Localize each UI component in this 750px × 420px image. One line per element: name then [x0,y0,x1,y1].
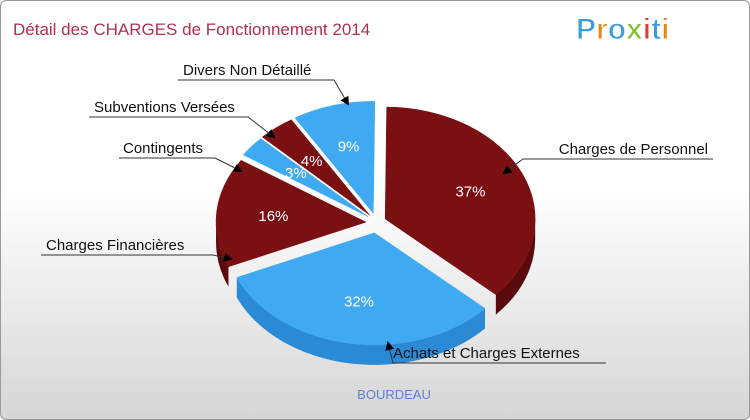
brand-letter: x [626,13,643,46]
pie-slice [384,106,536,295]
pie-slice-value-label: 9% [338,138,360,155]
pie-category-label: Contingents [123,140,203,157]
pie-slice-value-label: 37% [455,183,485,200]
pie-slice [242,138,369,217]
pie-category-label: Subventions Versées [94,99,235,116]
brand-logo: Proxiti [576,13,669,46]
leader-line [178,79,350,106]
brand-letter: i [643,13,651,46]
chart-title: Détail des CHARGES de Fonctionnement 201… [13,20,370,39]
leader-line [502,158,713,175]
pie-slice [261,119,370,216]
leader-line [385,341,606,364]
brand-letter: i [661,13,669,46]
leader-line [41,253,233,262]
pie-category-label: Divers Non Détaillé [183,62,311,79]
footer-commune: BOURDEAU [357,387,431,402]
brand-letter: t [651,13,661,46]
brand-letter: P [576,13,596,46]
pie-slice-side [236,277,486,365]
pie-slice-value-label: 16% [258,208,288,225]
leader-line [119,157,243,172]
pie-category-label: Achats et Charges Externes [393,345,580,362]
pie-slice-value-label: 3% [285,165,307,182]
brand-letter: o [608,13,626,46]
pie-slice-value-label: 32% [344,293,374,310]
pie-slice [236,232,486,346]
pie-labels: 37% 32% 16% 3%4% 9% Charges de Personnel Achat… [41,62,713,364]
pie-slice-side [495,219,536,315]
pie-slices [215,101,536,365]
pie-category-label: Charges de Personnel [559,141,708,158]
pie-category-label: Charges Financières [46,237,184,254]
leader-line [89,116,276,139]
pie-slice-value-label: 4% [301,153,323,170]
pie-slice [294,101,376,215]
brand-letter: r [596,13,608,46]
